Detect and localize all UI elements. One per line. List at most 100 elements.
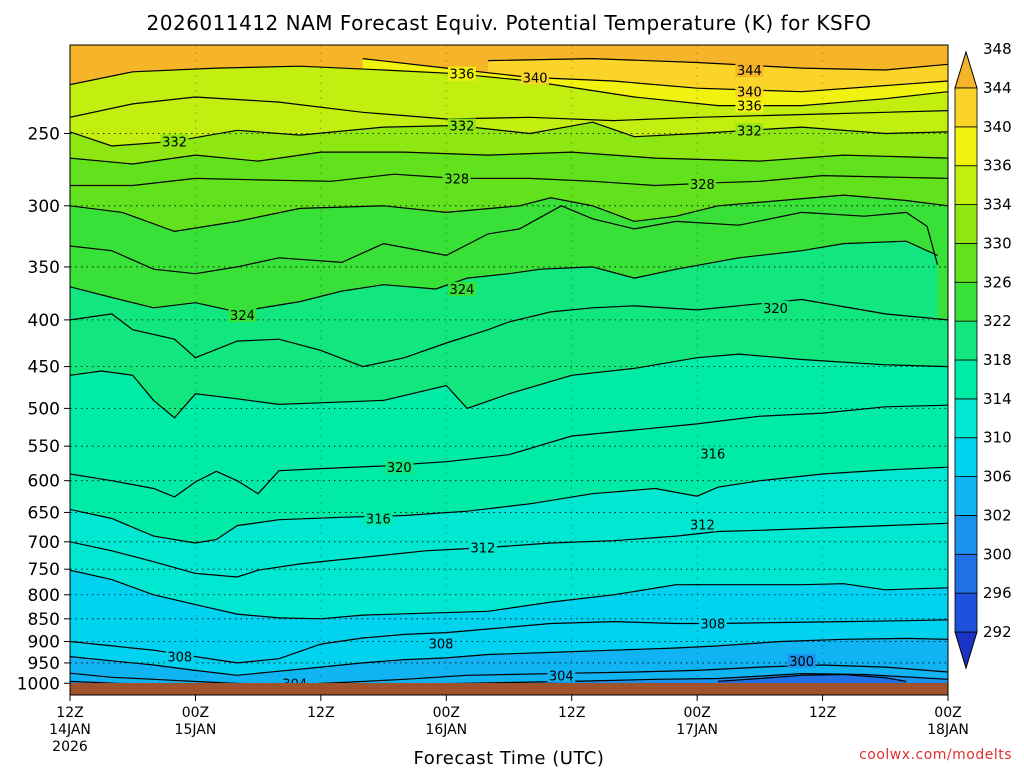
contour-line-336 xyxy=(70,65,948,107)
contour-label-bg xyxy=(447,281,476,296)
y-tick-label-600: 600 xyxy=(28,472,60,492)
contour-line-340 xyxy=(362,58,948,93)
x-tick-label: 14JAN xyxy=(49,722,91,738)
y-tick-label-850: 850 xyxy=(28,610,60,630)
colorbar-label-314: 314 xyxy=(983,390,1012,408)
y-tick-label-500: 500 xyxy=(28,399,60,419)
x-tick-label: 16JAN xyxy=(425,722,467,738)
colorbar: 292 296 300 302 306 310 314 318 322 326 330 334 336 3… xyxy=(954,40,1012,670)
colorbar-segment xyxy=(954,553,978,594)
contour-label-300: 300 xyxy=(789,655,814,670)
contour-label-bg xyxy=(521,70,550,85)
contour-label-328: 328 xyxy=(444,172,469,187)
contour-label-bg xyxy=(447,118,476,133)
contour-label-340: 340 xyxy=(523,71,548,86)
credit-text: coolwx.com/modelts xyxy=(859,747,1012,763)
y-tick-label-950: 950 xyxy=(28,654,60,674)
x-tick-label: 12Z xyxy=(558,705,585,721)
colorbar-segment xyxy=(954,281,978,322)
colorbar-label-336: 336 xyxy=(983,157,1012,175)
x-tick-label: 12Z xyxy=(307,705,334,721)
contour-label-bg xyxy=(735,84,764,99)
contour-line-306 xyxy=(70,637,948,676)
contour-label-bg xyxy=(735,62,764,77)
colorbar-label-334: 334 xyxy=(983,196,1012,214)
contour-label-bg xyxy=(468,540,497,555)
contour-line-316 xyxy=(70,404,948,498)
colorbar-label-348: 348 xyxy=(983,40,1012,58)
colorbar-label-306: 306 xyxy=(983,468,1012,486)
colorbar-label-326: 326 xyxy=(983,273,1012,291)
contour-label-312: 312 xyxy=(470,541,495,556)
x-tick-label: 17JAN xyxy=(676,722,718,738)
contour-label-332: 332 xyxy=(162,135,187,150)
colorbar-label-340: 340 xyxy=(983,118,1012,136)
colorbar-label-302: 302 xyxy=(983,506,1012,524)
contour-label-bg xyxy=(688,177,717,192)
contour-label-bg xyxy=(228,307,257,322)
y-tick-label-550: 550 xyxy=(28,437,60,457)
contour-label-bg xyxy=(447,66,476,81)
contour-label-bg xyxy=(787,653,816,668)
colorbar-segment xyxy=(954,165,978,205)
colorbar-segment xyxy=(954,359,978,400)
y-tick-label-700: 700 xyxy=(28,533,60,553)
contour-line-330 xyxy=(70,151,948,165)
x-axis-label: Forecast Time (UTC) xyxy=(414,748,605,768)
colorbar-extend-bottom xyxy=(954,631,978,670)
plot-frame xyxy=(69,44,949,696)
y-tick-label-250: 250 xyxy=(28,124,60,144)
y-tick-label-1000: 1000 xyxy=(17,674,60,694)
contour-label-bg xyxy=(547,668,576,683)
colorbar-extend-top xyxy=(954,50,978,89)
contour-line-300 xyxy=(717,673,907,682)
y-tick-label-300: 300 xyxy=(28,197,60,217)
contour-label-324: 324 xyxy=(450,283,475,298)
contour-label-316: 316 xyxy=(366,512,391,527)
y-tick-label-450: 450 xyxy=(28,358,60,378)
x-tick-label: 00Z xyxy=(934,705,961,721)
contour-label-324: 324 xyxy=(230,309,255,324)
contour-line-308 xyxy=(70,619,948,664)
colorbar-segment xyxy=(954,592,978,633)
contour-label-316: 316 xyxy=(700,447,725,462)
y-tick-label-650: 650 xyxy=(28,503,60,523)
contour-label-bg xyxy=(427,636,456,651)
contour-label-bg xyxy=(385,460,414,475)
y-tick-label-900: 900 xyxy=(28,632,60,652)
colorbar-segment xyxy=(954,515,978,555)
x-tick-label: 18JAN xyxy=(927,722,969,738)
colorbar-label-292: 292 xyxy=(983,623,1012,641)
contour-label-336: 336 xyxy=(450,68,475,83)
contour-label-320: 320 xyxy=(763,302,788,317)
colorbar-label-344: 344 xyxy=(983,79,1012,97)
contour-label-bg xyxy=(160,134,189,149)
colorbar-label-322: 322 xyxy=(983,312,1012,330)
colorbar-segment xyxy=(954,243,978,283)
colorbar-label-310: 310 xyxy=(983,429,1012,447)
contour-line-310 xyxy=(70,569,948,620)
contour-label-bg xyxy=(761,300,790,315)
y-tick-label-750: 750 xyxy=(28,560,60,580)
contour-label-344: 344 xyxy=(737,64,762,79)
contour-label-332: 332 xyxy=(450,119,475,134)
y-tick-label-350: 350 xyxy=(28,258,60,278)
x-tick-label: 15JAN xyxy=(175,722,217,738)
contour-line-322 xyxy=(70,240,938,313)
contour-label-bg xyxy=(165,649,194,664)
x-tick-label: 2026 xyxy=(52,739,88,755)
x-tick-label: 00Z xyxy=(182,705,209,721)
colorbar-label-300: 300 xyxy=(983,545,1012,563)
colorbar-label-330: 330 xyxy=(983,234,1012,252)
colorbar-segment xyxy=(954,126,978,167)
contour-label-336: 336 xyxy=(737,100,762,115)
contour-line-332 xyxy=(70,121,948,147)
contour-label-304: 304 xyxy=(549,669,574,684)
contour-label-340: 340 xyxy=(737,86,762,101)
contour-line-320 xyxy=(70,298,948,368)
x-tick-label: 12Z xyxy=(56,705,83,721)
x-tick-label: 12Z xyxy=(809,705,836,721)
ground-surface xyxy=(70,683,948,695)
contour-label-308: 308 xyxy=(429,638,454,653)
